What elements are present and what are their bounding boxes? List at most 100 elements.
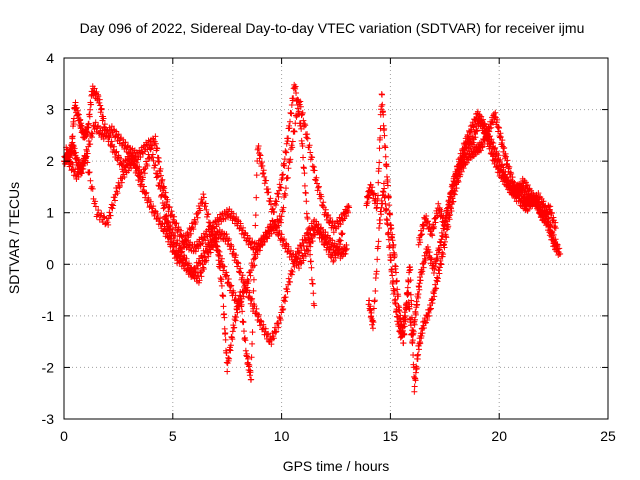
data-point <box>498 137 511 168</box>
data-point <box>448 162 461 198</box>
y-axis-label: SDTVAR / TECUs <box>6 182 22 294</box>
data-point <box>204 236 219 260</box>
y-tick-label: 0 <box>46 256 54 272</box>
data-point <box>313 174 328 218</box>
data-point <box>248 157 261 383</box>
data-point <box>339 230 346 237</box>
data-point <box>219 292 230 366</box>
data-point <box>111 143 126 173</box>
data-point <box>302 218 317 244</box>
data-point <box>230 292 243 331</box>
data-point <box>417 245 430 277</box>
data-point <box>369 224 383 332</box>
data-point <box>322 237 337 265</box>
data-point <box>465 144 478 164</box>
data-point <box>374 103 385 207</box>
data-point <box>491 109 504 141</box>
data-point <box>226 206 241 229</box>
grid-lines <box>64 58 608 419</box>
data-point <box>298 125 311 221</box>
data-point <box>426 281 439 313</box>
x-tick-label: 0 <box>60 428 68 444</box>
data-point <box>65 154 80 183</box>
y-tick-label: 1 <box>46 205 54 221</box>
data-point <box>200 191 215 238</box>
data-point <box>441 190 454 225</box>
data-point <box>313 222 328 249</box>
data-point <box>178 248 193 274</box>
data-point <box>378 91 389 160</box>
y-tick-label: 3 <box>46 102 54 118</box>
data-point <box>494 150 507 176</box>
data-point <box>71 99 82 124</box>
data-point <box>474 108 487 130</box>
data-point <box>472 140 485 158</box>
data-point <box>243 350 254 383</box>
data-point <box>387 221 398 261</box>
data-point <box>165 203 180 231</box>
data-point <box>213 231 226 299</box>
data-point <box>237 288 250 359</box>
data-point <box>459 150 472 172</box>
data-point <box>539 202 552 223</box>
data-point <box>254 142 267 177</box>
data-point <box>391 253 402 313</box>
data-point <box>552 225 559 232</box>
data-point <box>415 325 426 353</box>
data-point <box>380 180 391 237</box>
data-points <box>61 81 564 395</box>
data-point <box>461 127 474 152</box>
data-point <box>291 83 304 129</box>
data-point <box>420 306 433 331</box>
data-point <box>117 135 132 156</box>
data-point <box>411 342 422 395</box>
data-point <box>102 126 117 155</box>
data-point <box>557 250 564 257</box>
data-point <box>311 302 318 309</box>
data-point <box>322 206 337 231</box>
data-point <box>243 232 258 253</box>
data-point <box>304 215 317 307</box>
y-tick-label: 4 <box>46 50 54 66</box>
x-tick-label: 15 <box>383 428 399 444</box>
data-point <box>287 97 302 163</box>
data-point <box>82 153 99 210</box>
data-point <box>182 219 197 244</box>
y-tick-label: -1 <box>42 308 55 324</box>
data-point <box>104 191 119 228</box>
data-point <box>121 155 137 176</box>
data-point <box>487 136 500 160</box>
data-point <box>376 188 387 227</box>
data-point <box>304 135 319 184</box>
data-point <box>130 156 145 181</box>
x-tick-label: 25 <box>600 428 616 444</box>
data-point <box>74 152 89 180</box>
data-point <box>224 235 239 264</box>
series-track-d <box>161 81 318 383</box>
data-point <box>148 145 163 190</box>
data-point <box>259 321 274 346</box>
data-point <box>415 214 428 248</box>
data-point <box>439 214 452 260</box>
data-point <box>108 123 123 147</box>
data-point <box>480 120 494 145</box>
data-point <box>296 98 311 141</box>
data-point <box>276 285 291 323</box>
data-point <box>93 207 110 228</box>
data-point <box>413 274 424 309</box>
y-tick-label: 2 <box>46 153 54 169</box>
plot-frame <box>63 57 609 420</box>
series-track-g <box>415 108 559 248</box>
chart-title: Day 096 of 2022, Sidereal Day-to-day VTE… <box>80 20 585 36</box>
data-point <box>191 234 206 255</box>
data-point <box>187 264 202 285</box>
data-point <box>346 204 353 211</box>
axis-ticks: 0 5 10 15 20 25 -3 -2 -1 0 1 2 3 4 <box>42 50 616 444</box>
data-point <box>113 168 128 197</box>
data-point <box>517 196 531 214</box>
data-point <box>80 124 91 141</box>
data-point <box>339 203 352 224</box>
data-point <box>152 133 165 186</box>
data-point <box>278 157 293 220</box>
